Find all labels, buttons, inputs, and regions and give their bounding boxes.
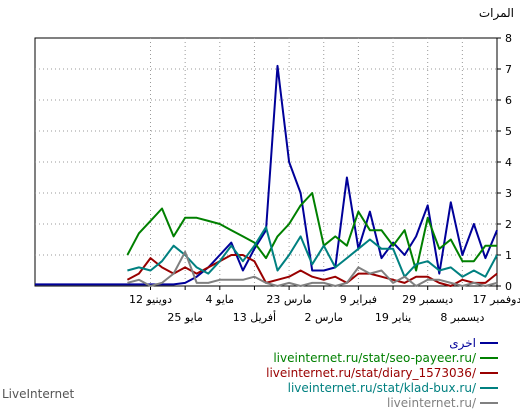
legend-swatch	[480, 401, 498, 404]
y-tick-label: 1	[505, 249, 512, 262]
footer-brand: LiveInternet	[2, 387, 75, 401]
x-tick-label: 19 يناير	[375, 311, 411, 324]
legend-label: liveinternet.ru/	[387, 395, 476, 410]
y-axis-label: المرات	[479, 6, 514, 21]
y-tick-label: 7	[505, 63, 512, 76]
y-tick-label: 4	[505, 156, 512, 169]
legend-label: اخرى	[449, 335, 476, 350]
x-tick-label: 25 مايو	[167, 311, 203, 324]
legend-swatch	[480, 341, 498, 344]
series-line-1	[126, 192, 497, 272]
x-tick-label: 2 مارس	[305, 311, 344, 324]
y-tick-label: 3	[505, 187, 512, 200]
x-tick-label: 12 دوينيو	[129, 293, 172, 306]
x-tick-label: 17 دوفمبر	[473, 293, 520, 306]
legend-swatch	[480, 371, 498, 374]
legend-swatch	[480, 356, 498, 359]
legend-item: liveinternet.ru/stat/seo-payeer.ru/	[273, 350, 498, 365]
legend-item: liveinternet.ru/stat/klad-bux.ru/	[288, 380, 498, 395]
series-lines	[35, 64, 498, 287]
legend-label: liveinternet.ru/stat/klad-bux.ru/	[287, 380, 476, 395]
x-tick-label: 9 فبراير	[340, 293, 377, 306]
x-tick-label: 13 أفريل	[233, 310, 276, 324]
x-tick-label: 4 مايو	[206, 293, 235, 306]
y-axis-ticks: 0 1 2 3 4 5 6 7 8	[497, 32, 512, 293]
legend-swatch	[480, 386, 498, 389]
y-tick-label: 6	[505, 94, 512, 107]
y-tick-label: 0	[505, 280, 512, 293]
x-tick-label: 8 ديسمبر	[440, 311, 484, 324]
legend-item: liveinternet.ru/	[387, 395, 498, 410]
legend-label: liveinternet.ru/stat/diary_1573036/	[266, 365, 476, 380]
y-tick-label: 5	[505, 125, 512, 138]
y-tick-label: 8	[505, 32, 512, 45]
y-tick-label: 2	[505, 218, 512, 231]
legend-label: liveinternet.ru/stat/seo-payeer.ru/	[273, 350, 476, 365]
x-tick-label: 23 مارس	[266, 293, 312, 306]
series-line-3	[127, 226, 498, 278]
x-tick-label: 29 ديسمبر	[402, 293, 453, 306]
x-axis-ticks: 17 دوفمبر 29 ديسمبر 9 فبراير 23 مارس 4 مايو 1…	[129, 286, 520, 324]
series-line-2	[126, 254, 498, 287]
legend-item: liveinternet.ru/stat/diary_1573036/	[266, 365, 498, 380]
series-line-4	[127, 250, 498, 287]
legend-item: اخرى	[449, 335, 498, 350]
